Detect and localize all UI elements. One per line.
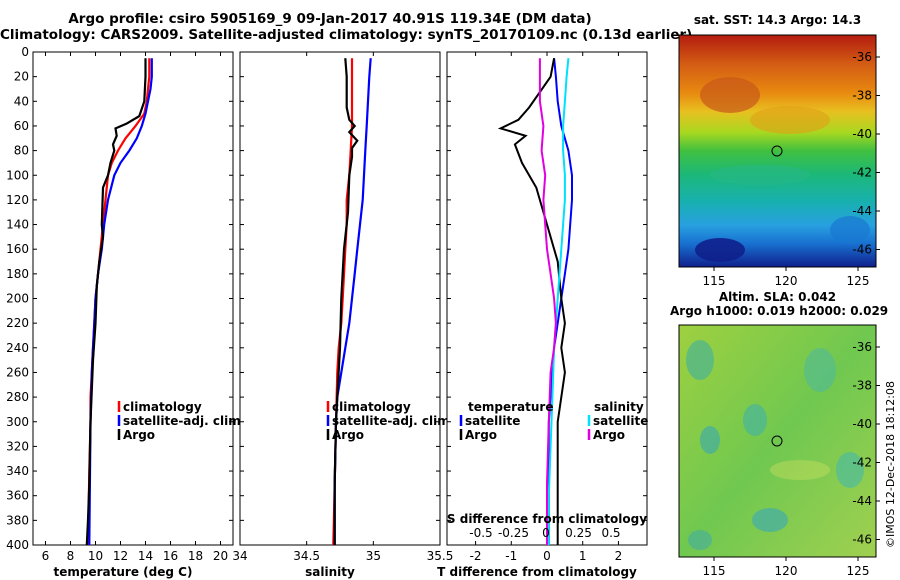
depth-tick-label: 140 (6, 218, 29, 232)
depth-tick-label: 240 (6, 341, 29, 355)
map-lat-tick: -40 (852, 417, 872, 431)
map-lat-tick: -46 (852, 243, 872, 257)
series-line-s-argo (538, 58, 557, 545)
depth-tick-label: 60 (14, 119, 29, 133)
s-diff-axis-label: S difference from climatology (447, 512, 647, 526)
sla-map-title-line2: Argo h1000: 0.019 h2000: 0.029 (670, 304, 889, 318)
map-lat-tick: -40 (852, 127, 872, 141)
depth-tick-label: 80 (14, 144, 29, 158)
map-lon-tick: 120 (775, 274, 798, 288)
x-tick-label: 16 (163, 549, 178, 563)
depth-tick-label: 180 (6, 267, 29, 281)
sst-map (678, 34, 877, 268)
x-tick-label: -1 (505, 549, 517, 563)
map-lat-tick: -42 (852, 456, 872, 470)
legend-label: satellite-adj. clim. (332, 414, 454, 428)
legend-label: satellite (465, 414, 520, 428)
sla-map (678, 324, 877, 558)
imos-timestamp: ©IMOS 12-Dec-2018 18:12:08 (884, 381, 897, 548)
sla-argo-location-marker (771, 435, 783, 447)
figure-title-line1: Argo profile: csiro 5905169_9 09-Jan-201… (68, 11, 592, 27)
plot-frame (239, 51, 441, 546)
x-tick-label: 35 (366, 549, 381, 563)
legend-label: Argo (332, 428, 364, 442)
x-axis-label: T difference from climatology (437, 565, 637, 579)
depth-tick-label: 360 (6, 489, 29, 503)
map-lat-tick: -44 (852, 204, 872, 218)
legend-label: satellite (593, 414, 648, 428)
x-tick-label: 34 (232, 549, 247, 563)
legend-label: Argo (123, 428, 155, 442)
series-line-argo (85, 58, 147, 546)
depth-tick-label: 260 (6, 365, 29, 379)
x-tick-label: 18 (188, 549, 203, 563)
depth-tick-label: 200 (6, 292, 29, 306)
x-tick-label: 1 (579, 549, 587, 563)
depth-tick-label: 320 (6, 439, 29, 453)
map-tick-labels: -36 -38 -40 -42 -44 -46 115 120 125 -36 -38 -40 -42 -… (703, 50, 880, 578)
x-tick-label: 6 (42, 549, 50, 563)
legend-label: Argo (465, 428, 497, 442)
legend-label: Argo (593, 428, 625, 442)
x-tick-label: 20 (213, 549, 228, 563)
legend-title-temperature: temperature (468, 400, 553, 414)
depth-tick-label: 100 (6, 168, 29, 182)
map-lat-tick: -46 (852, 533, 872, 547)
series-line-argo (333, 58, 359, 545)
map-lat-tick: -36 (852, 50, 872, 64)
x-tick-label: 35.5 (427, 549, 454, 563)
map-lat-tick: -38 (852, 379, 872, 393)
x-axis-label: temperature (deg C) (54, 565, 193, 579)
salinity-panel: 34 34.5 35 35.5 salinity climatologysatellite… (232, 51, 454, 579)
x-tick-label: 10 (88, 549, 103, 563)
sst-map-title: sat. SST: 14.3 Argo: 14.3 (693, 13, 862, 27)
s-diff-tick-label: 0.5 (601, 526, 620, 540)
x-tick-label: 0 (543, 549, 551, 563)
map-lat-tick: -38 (852, 89, 872, 103)
series-line-t-argo (497, 58, 566, 545)
map-lon-tick: 120 (775, 564, 798, 578)
map-lat-tick: -42 (852, 166, 872, 180)
depth-tick-label: 280 (6, 390, 29, 404)
series-line-s-satellite (547, 58, 570, 545)
depth-tick-label: 40 (14, 94, 29, 108)
map-lon-tick: 125 (847, 564, 870, 578)
x-tick-label: 34.5 (293, 549, 320, 563)
temperature-panel: 0 20 40 60 80 100 120 140 160 180 200 220 240 260 280 3… (6, 45, 245, 579)
depth-tick-label: 400 (6, 538, 29, 552)
map-lon-tick: 125 (847, 274, 870, 288)
depth-tick-label: 0 (21, 45, 29, 59)
sla-map-title-line1: Altim. SLA: 0.042 (718, 290, 837, 304)
depth-tick-label: 160 (6, 242, 29, 256)
s-diff-tick-label: 0 (542, 526, 550, 540)
legend-label: satellite-adj. clim. (123, 414, 245, 428)
s-diff-tick-label: 0.25 (565, 526, 592, 540)
x-axis-label: salinity (305, 565, 355, 579)
s-diff-tick-label: -0.5 (469, 526, 492, 540)
depth-tick-label: 300 (6, 415, 29, 429)
map-lat-tick: -44 (852, 494, 872, 508)
depth-tick-label: 220 (6, 316, 29, 330)
legend-label: climatology (123, 400, 202, 414)
depth-tick-label: 20 (14, 70, 29, 84)
s-diff-tick-label: -0.25 (498, 526, 529, 540)
depth-tick-label: 380 (6, 513, 29, 527)
x-tick-label: 8 (67, 549, 75, 563)
sst-argo-location-marker (771, 145, 783, 157)
map-lat-tick: -36 (852, 340, 872, 354)
figure-title-line2: Climatology: CARS2009. Satellite-adjuste… (0, 27, 693, 43)
legend-title-salinity: salinity (594, 400, 644, 414)
map-lon-tick: 115 (703, 274, 726, 288)
depth-tick-label: 120 (6, 193, 29, 207)
legend-label: climatology (332, 400, 411, 414)
x-tick-label: 12 (113, 549, 128, 563)
map-lon-tick: 115 (703, 564, 726, 578)
x-tick-label: -2 (470, 549, 482, 563)
depth-tick-label: 340 (6, 464, 29, 478)
x-tick-label: 2 (615, 549, 623, 563)
difference-panel: -2 -1 0 1 2 T difference from climatology -0.5… (437, 51, 648, 579)
plot-frame (32, 51, 234, 546)
x-tick-label: 14 (138, 549, 153, 563)
